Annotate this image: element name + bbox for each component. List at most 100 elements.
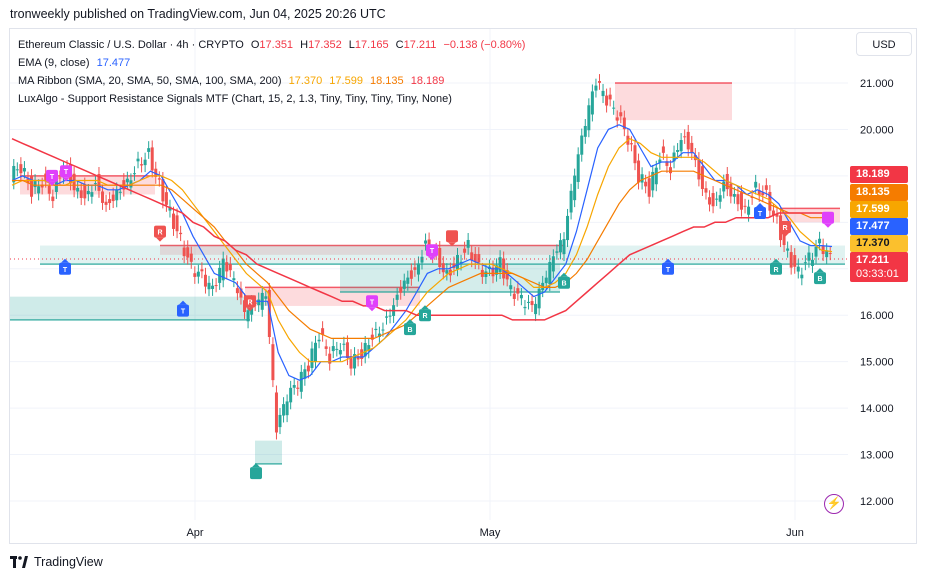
candle-body [12, 165, 16, 183]
price-axis-label[interactable]: 18.135 [850, 184, 908, 201]
candle-body [239, 288, 243, 298]
candle-body [459, 261, 463, 264]
candle-body [264, 296, 268, 299]
candle-body [686, 131, 690, 150]
lightning-icon[interactable]: ⚡ [824, 494, 844, 514]
legend-luxalgo-row[interactable]: LuxAlgo - Support Resistance Signals MTF… [18, 90, 525, 108]
candle-body [583, 125, 587, 137]
signal-marker-pointer [756, 203, 764, 208]
y-tick-label: 15.000 [860, 357, 894, 369]
signal-marker [244, 295, 256, 308]
candle-body [101, 191, 105, 203]
candle-body [722, 181, 726, 192]
legend-symbol[interactable]: Ethereum Classic / U.S. Dollar · 4h · CR… [18, 39, 244, 51]
tradingview-footer: TradingView [10, 555, 103, 569]
signal-marker-pointer [368, 307, 376, 312]
candle-body [232, 278, 236, 281]
signal-marker [426, 244, 438, 257]
candle-body [743, 205, 747, 207]
candle-body [761, 192, 765, 196]
candle-body [633, 145, 637, 164]
candle-body [619, 112, 623, 117]
legend-ribbon-row[interactable]: MA Ribbon (SMA, 20, SMA, 50, SMA, 100, S… [18, 72, 525, 90]
candle-body [299, 371, 303, 392]
candle-body [221, 258, 225, 281]
candle-body [374, 328, 378, 331]
legend-luxalgo-label[interactable]: LuxAlgo - Support Resistance Signals MTF… [18, 93, 452, 105]
candle-body [51, 196, 55, 202]
signal-marker-label: R [157, 230, 162, 237]
candle-body [615, 117, 619, 121]
candle-body [157, 178, 161, 180]
candle-body [512, 293, 516, 299]
signal-marker [46, 169, 58, 182]
candle-body [193, 273, 197, 277]
candle-body [40, 184, 44, 188]
signal-marker [154, 225, 166, 238]
candle-body [395, 294, 399, 300]
candle-body [470, 252, 474, 261]
signal-marker-pointer [816, 268, 824, 273]
candle-body [573, 175, 577, 201]
price-axis-label[interactable]: 18.189 [850, 166, 908, 183]
candle-body [463, 248, 467, 253]
bar-countdown: 03:33:01 [856, 268, 899, 280]
candle-body [704, 188, 708, 193]
legend-ema-value: 17.477 [96, 57, 131, 69]
candle-body [803, 262, 807, 264]
candle-body [718, 195, 722, 202]
candle-body [455, 254, 459, 270]
candle-body [732, 194, 736, 197]
candle-body [747, 206, 751, 215]
candle-body [406, 277, 410, 284]
price-axis-label[interactable]: 17.599 [850, 201, 908, 218]
legend-ribbon-label[interactable]: MA Ribbon (SMA, 20, SMA, 50, SMA, 100, S… [18, 75, 282, 87]
candle-body [498, 257, 502, 273]
candle-body [608, 94, 612, 100]
candle-body [594, 85, 598, 91]
signal-marker [59, 262, 71, 275]
candle-body [771, 210, 775, 216]
candle-body [537, 288, 541, 309]
candle-body [125, 178, 129, 183]
candle-body [118, 191, 122, 193]
candle-body [207, 282, 211, 290]
candle-body [377, 333, 381, 338]
tradingview-logo-icon [10, 556, 28, 568]
candle-body [47, 185, 51, 194]
candle-body [179, 232, 183, 235]
candle-body [186, 247, 190, 258]
candle-body [289, 387, 293, 403]
candle-body [271, 344, 275, 381]
price-axis-label[interactable]: 17.211 03:33:01 [850, 252, 908, 282]
legend-low-label: L [348, 39, 355, 51]
signal-marker [177, 304, 189, 317]
legend-low: 17.165 [354, 39, 389, 51]
candle-body [729, 183, 733, 197]
signal-marker-pointer [48, 181, 56, 186]
price-axis-label[interactable]: 17.370 [850, 235, 908, 252]
currency-button[interactable]: USD [856, 32, 912, 56]
candle-body [566, 215, 570, 241]
price-axis-label-value: 17.477 [856, 220, 890, 232]
legend-symbol-row[interactable]: Ethereum Classic / U.S. Dollar · 4h · CR… [18, 36, 525, 54]
legend-ema-row[interactable]: EMA (9, close) 17.477 [18, 54, 525, 72]
candle-body [640, 174, 644, 183]
candle-body [30, 176, 34, 197]
candle-body [360, 349, 364, 359]
chart-frame[interactable] [9, 28, 917, 544]
candle-body [37, 186, 41, 194]
x-tick-label: May [480, 527, 501, 539]
legend-ema-label[interactable]: EMA (9, close) [18, 57, 90, 69]
candle-body [76, 187, 80, 192]
candle-body [523, 306, 527, 309]
price-axis-label[interactable]: 17.477 [850, 218, 908, 235]
candle-body [555, 251, 559, 253]
candle-body [711, 193, 715, 207]
candle-body [668, 167, 672, 174]
candle-body [108, 199, 112, 204]
candle-body [534, 303, 538, 315]
y-tick-label: 14.000 [860, 403, 894, 415]
candle-body [321, 328, 325, 335]
